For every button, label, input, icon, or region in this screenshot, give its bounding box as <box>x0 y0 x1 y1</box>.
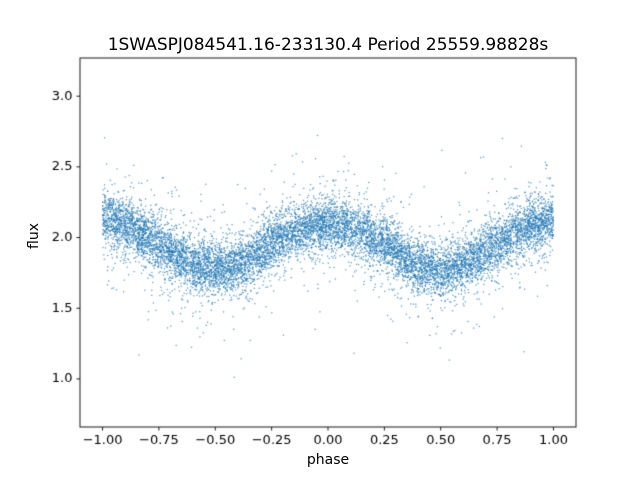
y-axis-label: flux <box>26 223 42 249</box>
x-axis-label: phase <box>306 452 350 468</box>
chart-title: 1SWASPJ084541.16-233130.4 Period 25559.9… <box>107 35 549 55</box>
